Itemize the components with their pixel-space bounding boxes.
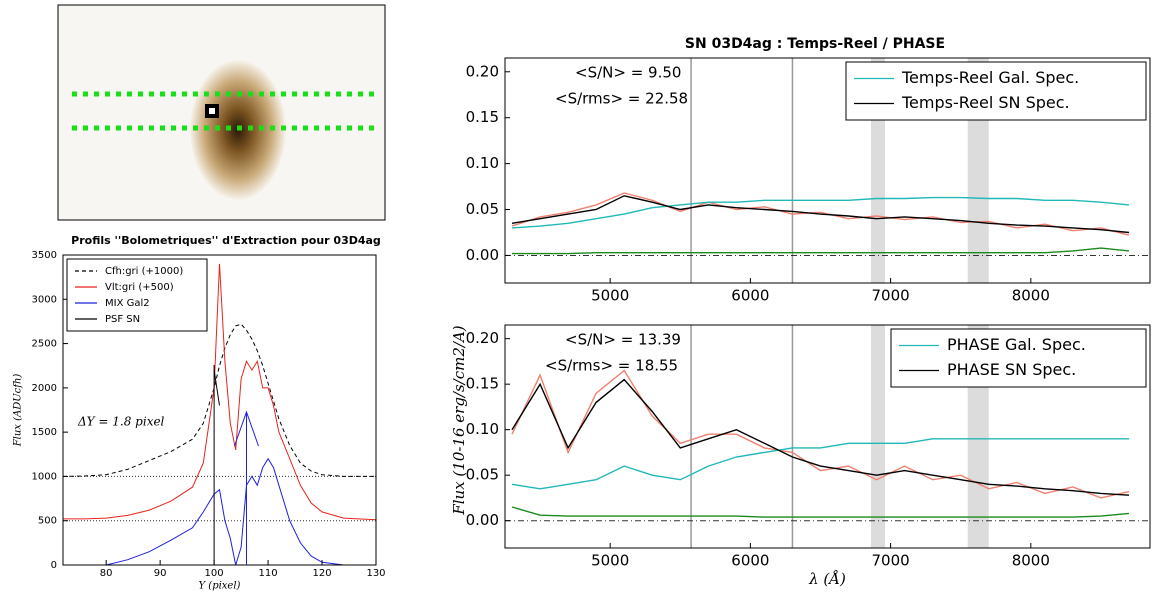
- x-tick-label: 80: [100, 568, 113, 579]
- legend-label: Temps-Reel Gal. Spec.: [901, 68, 1079, 87]
- x-tick-label: 8000: [1012, 287, 1050, 305]
- x-tick-label: 120: [312, 568, 331, 579]
- x-tick-label: 5000: [591, 552, 629, 570]
- y-tick-label: 0.20: [466, 62, 499, 80]
- x-tick-label: 100: [205, 568, 224, 579]
- series-line: [511, 369, 1130, 499]
- series-line: [63, 263, 377, 521]
- y-tick-label: 0.05: [466, 466, 499, 484]
- legend-label: Temps-Reel SN Spec.: [901, 93, 1070, 112]
- shift-arrow-head: [234, 410, 259, 447]
- series-line: [511, 506, 1130, 518]
- axes-frame: [62, 254, 377, 566]
- y-tick-label: 500: [38, 516, 57, 527]
- legend-label: PHASE Gal. Spec.: [947, 335, 1086, 354]
- legend-label: Cfh:gri (+1000): [105, 266, 183, 277]
- y-tick-label: 0.00: [466, 511, 499, 529]
- y-tick-label: 0.15: [466, 108, 499, 126]
- chart: SN 03D4ag : Temps-Reel / PHASE 5000 6000 70…: [466, 36, 1151, 305]
- y-tick-label: 3500: [32, 250, 57, 261]
- x-tick-label: 6000: [731, 287, 769, 305]
- chart-title: Profils ''Bolometriques'' d'Extraction p…: [71, 234, 381, 247]
- y-tick-label: 0.15: [466, 375, 499, 393]
- series-line: [512, 247, 1130, 255]
- y-tick-label: 1500: [32, 427, 57, 438]
- legend-box: [845, 61, 1147, 121]
- chart: 5000 6000 7000 8000 0.00 0.05 0.10 0.15 0.20 λ (Å…: [450, 324, 1151, 588]
- x-tick-label: 130: [366, 568, 385, 579]
- y-tick-label: 0.10: [466, 154, 499, 172]
- chart-title: SN 03D4ag : Temps-Reel / PHASE: [685, 36, 945, 52]
- series-line: [511, 196, 1130, 229]
- x-axis-label: λ (Å): [808, 570, 846, 588]
- y-axis-label: Flux (ADUcfh): [13, 374, 24, 448]
- series-line: [106, 457, 344, 566]
- y-tick-label: 0.05: [466, 200, 499, 218]
- series-line: [511, 438, 1129, 490]
- series-line: [511, 195, 1130, 234]
- legend-label: PHASE SN Spec.: [947, 360, 1076, 379]
- x-tick-label: 7000: [872, 552, 910, 570]
- x-tick-label: 110: [259, 568, 278, 579]
- x-tick-label: 6000: [731, 552, 769, 570]
- annotation: ΔY = 1.8 pixel: [77, 415, 165, 429]
- legend-label: MIX Gal2: [105, 298, 150, 309]
- sky-band: [870, 325, 885, 548]
- y-tick-label: 2000: [32, 383, 57, 394]
- legend-label: PSF SN: [105, 314, 140, 325]
- series-line: [213, 370, 220, 406]
- y-tick-label: 0.20: [466, 329, 499, 347]
- axes-frame: [504, 324, 1151, 549]
- y-axis-label: Flux (10-16 erg/s/cm2/A): [450, 325, 468, 515]
- x-tick-label: 90: [154, 568, 167, 579]
- x-tick-label: 7000: [872, 287, 910, 305]
- series-line: [511, 378, 1130, 496]
- annotation: <S/N> = 9.50: [575, 64, 681, 82]
- x-axis-label: Y (pixel): [199, 581, 241, 592]
- axes-frame: [504, 57, 1151, 284]
- y-tick-label: 0: [51, 560, 57, 571]
- sn-marker: [209, 108, 215, 114]
- x-tick-label: 5000: [591, 287, 629, 305]
- y-tick-label: 0.00: [466, 246, 499, 264]
- x-tick-label: 8000: [1012, 552, 1050, 570]
- legend-box: [890, 328, 1147, 388]
- legend-label: Vlt:gri (+500): [105, 282, 174, 293]
- y-tick-label: 3000: [32, 294, 57, 305]
- y-tick-label: 1000: [32, 471, 57, 482]
- annotation: <S/rms> = 22.58: [555, 90, 688, 108]
- annotation: <S/rms> = 18.55: [545, 357, 678, 375]
- y-tick-label: 0.10: [466, 420, 499, 438]
- y-tick-label: 2500: [32, 339, 57, 350]
- chart: Profils ''Bolometriques'' d'Extraction p…: [13, 234, 386, 592]
- galaxy-image: [57, 4, 386, 221]
- series-line: [511, 192, 1130, 236]
- annotation: <S/N> = 13.39: [565, 331, 681, 349]
